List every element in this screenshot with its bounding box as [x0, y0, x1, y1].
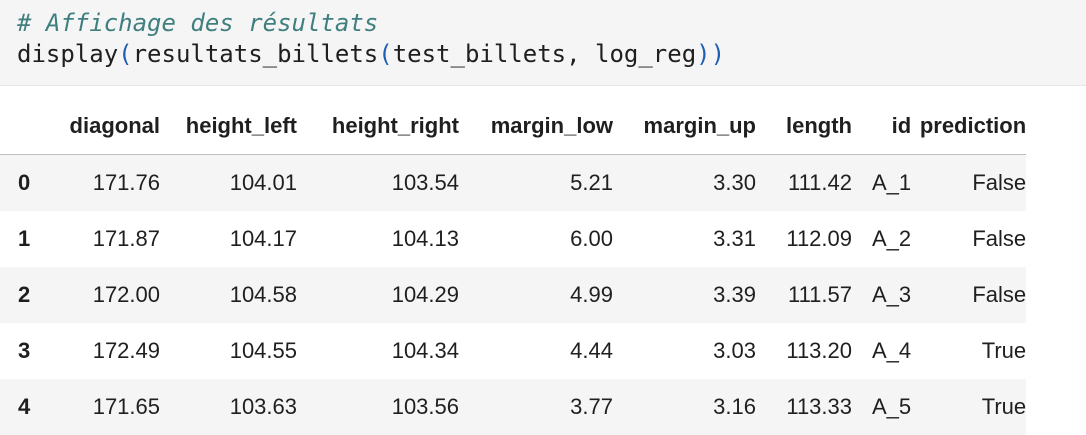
row-index: 1 [18, 226, 31, 251]
table-row: 2 172.00 104.58 104.29 4.99 3.39 111.57 … [0, 267, 1027, 323]
cell-id: A_1 [872, 170, 912, 195]
row-index: 0 [18, 170, 31, 195]
code-call-line: display(resultats_billets(test_billets, … [17, 39, 1086, 70]
cell-length: 111.42 [787, 170, 852, 195]
header-height-left: height_left [185, 113, 297, 138]
header-margin-up: margin_up [643, 113, 756, 138]
cell-diagonal: 171.65 [92, 394, 160, 419]
cell-id: A_5 [872, 394, 912, 419]
cell-length: 111.57 [787, 282, 852, 307]
cell-prediction: False [972, 170, 1027, 195]
cell-height-left: 104.58 [229, 282, 297, 307]
header-prediction: prediction [919, 113, 1027, 138]
code-comment-line: # Affichage des résultats [17, 8, 1086, 39]
cell-margin-low: 4.99 [570, 282, 613, 307]
row-index: 3 [18, 338, 31, 363]
cell-id: A_4 [872, 338, 912, 363]
cell-id: A_3 [872, 282, 912, 307]
code-paren-open-inner: ( [378, 40, 393, 68]
cell-height-left: 104.01 [229, 170, 297, 195]
cell-margin-up: 3.31 [713, 226, 756, 251]
cell-margin-up: 3.16 [713, 394, 756, 419]
code-func-resultats: resultats_billets [132, 40, 379, 68]
code-cell-input[interactable]: # Affichage des résultats display(result… [0, 0, 1086, 86]
code-args: test_billets, log_reg [392, 40, 697, 68]
table-row: 3 172.49 104.55 104.34 4.44 3.03 113.20 … [0, 323, 1026, 379]
cell-diagonal: 171.76 [92, 170, 160, 195]
cell-height-left: 104.55 [229, 338, 297, 363]
table-header-row: diagonal height_left height_right margin… [0, 98, 1027, 155]
header-height-right: height_right [331, 113, 459, 138]
cell-prediction: False [972, 282, 1027, 307]
header-diagonal: diagonal [69, 113, 160, 138]
cell-margin-low: 6.00 [570, 226, 613, 251]
cell-margin-up: 3.39 [713, 282, 756, 307]
header-id: id [891, 113, 912, 138]
code-paren-open-outer: ( [118, 40, 133, 68]
cell-height-right: 103.54 [391, 170, 459, 195]
cell-height-right: 104.13 [391, 226, 459, 251]
row-index: 2 [18, 282, 31, 307]
cell-margin-low: 4.44 [570, 338, 613, 363]
code-comment: # Affichage des résultats [17, 9, 379, 37]
dataframe-table: diagonal height_left height_right margin… [0, 98, 1027, 435]
cell-prediction: False [972, 226, 1027, 251]
cell-margin-up: 3.03 [713, 338, 756, 363]
code-func-display: display [17, 40, 119, 68]
cell-height-right: 104.29 [391, 282, 459, 307]
cell-margin-low: 5.21 [570, 170, 613, 195]
table-row: 4 171.65 103.63 103.56 3.77 3.16 113.33 … [0, 379, 1027, 435]
cell-diagonal: 172.00 [92, 282, 160, 307]
cell-margin-low: 3.77 [570, 394, 613, 419]
code-paren-close-inner: ) [696, 40, 711, 68]
row-index: 4 [18, 394, 31, 419]
cell-height-right: 103.56 [391, 394, 459, 419]
cell-length: 113.33 [786, 394, 852, 419]
cell-height-left: 103.63 [229, 394, 297, 419]
cell-length: 112.09 [786, 226, 852, 251]
cell-id: A_2 [872, 226, 912, 251]
cell-length: 113.20 [786, 338, 852, 363]
cell-prediction: True [981, 394, 1027, 419]
cell-diagonal: 172.49 [92, 338, 160, 363]
cell-margin-up: 3.30 [713, 170, 756, 195]
cell-prediction: True [981, 338, 1027, 363]
header-margin-low: margin_low [490, 113, 613, 138]
cell-diagonal: 171.87 [92, 226, 160, 251]
cell-output: diagonal height_left height_right margin… [0, 98, 1086, 435]
code-paren-close-outer: ) [710, 40, 726, 68]
header-index [0, 98, 52, 155]
cell-height-right: 104.34 [391, 338, 459, 363]
table-row: 0 171.76 104.01 103.54 5.21 3.30 111.42 … [0, 154, 1027, 211]
table-row: 1 171.87 104.17 104.13 6.00 3.31 112.09 … [0, 211, 1026, 267]
cell-height-left: 104.17 [229, 226, 297, 251]
header-length: length [786, 113, 852, 138]
